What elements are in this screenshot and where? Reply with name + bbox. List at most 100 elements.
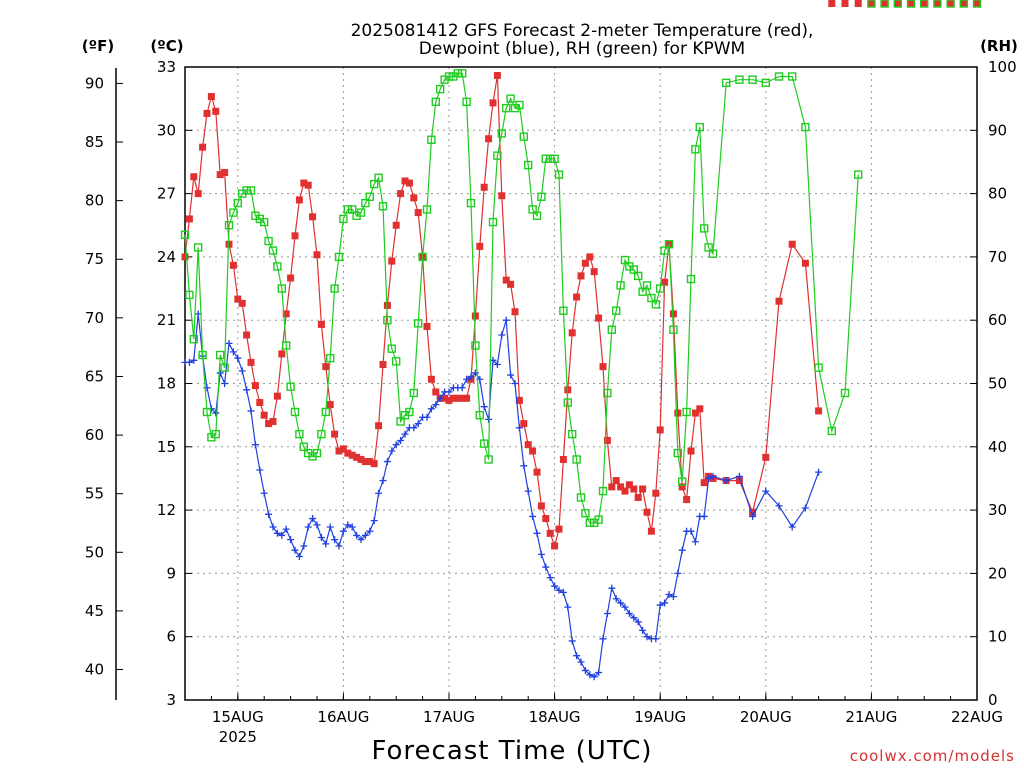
dewpoint-point (238, 367, 246, 375)
temperature-point (251, 382, 259, 390)
dewpoint-point (216, 369, 224, 377)
dewpoint-point (295, 553, 303, 561)
temperature-point (291, 232, 299, 240)
dewpoint-point (542, 563, 550, 571)
rh-tick-label: 30 (988, 501, 1007, 519)
rh-point (642, 281, 652, 290)
temperature-point (881, 0, 889, 7)
time-tick-label: 16AUG (317, 708, 369, 726)
fahrenheit-tick-label: 40 (85, 661, 104, 679)
temperature-point (568, 329, 576, 337)
fahrenheit-tick-label: 90 (85, 74, 104, 92)
temperature-point (405, 179, 413, 187)
temperature-point (216, 171, 224, 179)
temperature-point (537, 502, 545, 510)
dewpoint-point (529, 512, 537, 520)
dewpoint-point (397, 436, 405, 444)
dewpoint-point (410, 424, 418, 432)
temperature-point (300, 179, 308, 187)
rh-point (682, 407, 691, 417)
rh-point (629, 265, 638, 274)
dewpoint-point (273, 529, 281, 537)
temperature-point (485, 135, 493, 143)
temperature-point (498, 192, 506, 200)
celsius-tick-label: 33 (157, 58, 176, 76)
temperature-point (674, 409, 682, 417)
temperature-point (397, 190, 405, 198)
rh-point (299, 442, 308, 451)
dewpoint-point (243, 386, 251, 394)
dewpoint-point (344, 521, 352, 529)
rh-point (581, 509, 590, 518)
series-layer (182, 0, 982, 681)
celsius-tick-label: 30 (157, 121, 176, 139)
rh-point (788, 72, 797, 81)
temperature-point (652, 489, 660, 497)
celsius-tick-label: 9 (166, 564, 176, 582)
rh-point (453, 69, 462, 78)
temperature-point (867, 0, 875, 7)
dewpoint-point (265, 510, 273, 518)
dewpoint-point (185, 358, 193, 366)
celsius-tick-label: 21 (157, 311, 176, 329)
temperature-point (801, 259, 809, 267)
rh-point (295, 429, 304, 439)
dewpoint-point (331, 536, 339, 544)
temperature-point (476, 242, 484, 250)
dewpoint-point (427, 405, 435, 413)
rh-point (198, 350, 207, 360)
rh-point (365, 192, 374, 201)
rh-point (193, 243, 203, 252)
temperature-point (599, 363, 607, 371)
dewpoint-point (370, 517, 378, 525)
temperature-point (295, 196, 303, 204)
temperature-point (265, 420, 273, 428)
temperature-point (309, 213, 317, 221)
dewpoint-point (256, 466, 264, 474)
temperature-point (410, 194, 418, 202)
dewpoint-point (480, 403, 488, 411)
rh-point (524, 160, 533, 170)
rh-point (361, 198, 370, 208)
temperature-point (533, 468, 541, 476)
dewpoint-point (366, 527, 374, 535)
dewpoint-point (234, 354, 242, 362)
rh-point (660, 246, 669, 255)
temperature-point (199, 143, 207, 151)
temperature-point (278, 350, 286, 358)
rh-point (484, 455, 493, 464)
dewpoint-point (339, 527, 347, 535)
temperature-point (894, 0, 902, 7)
temperature-point (612, 477, 620, 485)
rh-point (704, 243, 713, 252)
dewpoint-point (625, 609, 633, 617)
temperature-point (194, 190, 202, 198)
rh-point (568, 429, 577, 439)
temperature-point (639, 485, 647, 493)
rh-point (515, 100, 524, 110)
celsius-tick-label: 12 (157, 501, 176, 519)
rh-point (334, 252, 344, 262)
celsius-tick-label: 6 (166, 628, 176, 646)
temperature-point (361, 458, 369, 466)
temperature-point (559, 455, 567, 463)
time-tick-label: 22AUG (951, 708, 1003, 726)
fahrenheit-tick-label: 85 (85, 133, 104, 151)
temperature-point (326, 401, 334, 409)
fahrenheit-tick-label: 45 (85, 602, 104, 620)
dewpoint-point (674, 569, 682, 577)
rh-tick-label: 20 (988, 564, 1007, 582)
rh-point (409, 388, 418, 398)
dewpoint-point (361, 531, 369, 539)
dewpoint-point (221, 380, 229, 387)
temperature-point (313, 251, 321, 259)
chart-grid (185, 67, 977, 700)
dewpoint-point (507, 371, 515, 379)
dewpoint-point (643, 633, 651, 641)
temperature-point (489, 99, 497, 107)
temperature-point (907, 0, 915, 7)
fahrenheit-tick-label: 75 (85, 250, 104, 268)
rh-tick-label: 40 (988, 438, 1007, 456)
dewpoint-point (551, 582, 559, 590)
rh-point (444, 72, 454, 81)
